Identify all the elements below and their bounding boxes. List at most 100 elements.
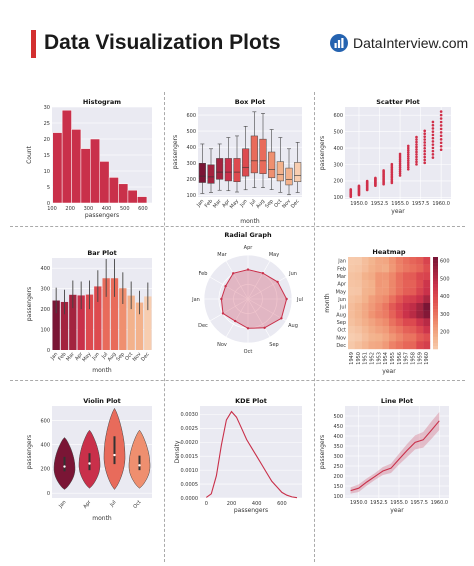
violin-median xyxy=(63,465,66,468)
kde-ytick-label: 0.0010 xyxy=(181,468,199,474)
heatmap-cell xyxy=(389,257,397,265)
heatmap-cell xyxy=(348,326,356,334)
boxplot-xtick-label: Dec xyxy=(290,198,301,209)
scatter-point xyxy=(439,124,443,127)
heatmap-row-label: May xyxy=(336,289,346,295)
kde-title: KDE Plot xyxy=(235,397,267,405)
histogram-title: Histogram xyxy=(83,98,121,106)
scatter-point xyxy=(406,153,410,156)
lineplot-line xyxy=(350,420,440,492)
scatter-point xyxy=(439,148,443,152)
heatmap-cell xyxy=(409,295,417,304)
radial-axis-label: May xyxy=(269,252,279,258)
heatmap-cell xyxy=(416,310,424,319)
scatter-point xyxy=(423,158,427,162)
violin-ylabel: passengers xyxy=(26,435,33,469)
histogram-bar xyxy=(137,196,148,204)
heatmap-cell xyxy=(409,264,417,273)
boxplot-box xyxy=(224,158,232,182)
heatmap-col-label: 1955 xyxy=(390,352,396,365)
heatmap-colorbar-segment xyxy=(433,342,438,347)
lineplot-ytick-label: 450 xyxy=(333,424,343,430)
scatter-point xyxy=(439,120,443,124)
heatmap-cell xyxy=(416,326,424,334)
heatmap-cell xyxy=(375,272,383,281)
heatmap-cell xyxy=(423,326,431,334)
heatmap-cell xyxy=(402,272,410,281)
boxplot-xtick-label: Feb xyxy=(204,198,214,209)
boxplot-box xyxy=(242,148,250,177)
scatter-point xyxy=(439,127,443,131)
heatmap-colorbar-segment xyxy=(433,330,438,334)
histogram-bar xyxy=(80,148,91,204)
heatmap-cell xyxy=(375,303,383,311)
heatmap-col-label: 1952 xyxy=(369,352,375,365)
scatter-point xyxy=(439,110,443,113)
scatter-point xyxy=(398,166,402,169)
heatmap-cell xyxy=(389,333,397,342)
radial-point xyxy=(224,284,227,288)
heatmap-cell xyxy=(361,326,369,334)
boxplot-xtick-label: Oct xyxy=(273,198,283,209)
heatmap-cell xyxy=(382,318,390,327)
lineplot-ytick-label: 350 xyxy=(333,444,343,450)
heatmap-cell xyxy=(409,333,417,342)
heatmap-col-label: 1949 xyxy=(349,352,355,365)
heatmap-cell xyxy=(361,295,369,304)
heatmap-cell xyxy=(395,287,403,296)
scatter-point xyxy=(431,153,435,156)
boxplot-box xyxy=(216,158,224,180)
heatmap-cell xyxy=(348,341,356,350)
scatter-point xyxy=(349,188,353,191)
kde-xtick-label: 400 xyxy=(252,501,262,507)
boxplot-xtick-label: Aug xyxy=(255,198,266,209)
heatmap-row-label: Aug xyxy=(336,312,346,318)
heatmap-cell xyxy=(395,280,403,288)
scatter-point xyxy=(423,135,427,138)
radial-axis-label: Jun xyxy=(288,271,297,277)
kde-xtick-label: 200 xyxy=(227,501,237,507)
boxplot-ytick-label: 400 xyxy=(186,145,196,151)
scatter-point xyxy=(415,163,418,166)
heatmap-cell xyxy=(382,326,390,334)
barplot-xtick-label: Jun xyxy=(91,351,101,362)
heatmap-cell xyxy=(389,280,397,288)
heatmap-colorbar-segment xyxy=(433,293,438,298)
boxplot-ytick-label: 300 xyxy=(186,161,196,167)
scatter-point xyxy=(406,146,410,150)
heatmap-colorbar-segment xyxy=(433,275,438,279)
barplot-xtick-label: Jul xyxy=(100,351,109,360)
scatter-ytick-label: 300 xyxy=(333,162,343,168)
heatmap-cell xyxy=(368,287,376,296)
heatmap-xlabel: year xyxy=(382,368,396,375)
scatter-xtick-label: 1950.0 xyxy=(350,201,368,207)
heatmap-cell xyxy=(361,272,369,281)
violin-xlabel: month xyxy=(92,515,112,522)
heatmap-cell xyxy=(382,264,390,273)
heatmap-colorbar-segment xyxy=(433,296,438,301)
kde-ytick-label: 0.0000 xyxy=(181,496,199,502)
heatmap-colorbar-segment xyxy=(433,287,438,292)
scatter-point xyxy=(439,134,443,138)
heatmap-row-label: Jan xyxy=(337,259,346,265)
kde-plot-area xyxy=(200,406,302,498)
heatmap-cell xyxy=(423,310,431,319)
heatmap-cell xyxy=(416,318,424,327)
barplot-xlabel: month xyxy=(92,367,112,374)
heatmap-cell xyxy=(409,257,417,265)
barplot-bar xyxy=(102,278,110,350)
heatmap-col-label: 1958 xyxy=(410,352,416,365)
barplot-title: Bar Plot xyxy=(87,249,116,257)
heatmap-cell xyxy=(382,310,390,319)
scatter-ytick-label: 600 xyxy=(333,113,343,119)
heatmap-cell xyxy=(354,272,362,281)
histogram-xtick-label: 200 xyxy=(65,206,75,212)
heatmap-cell xyxy=(375,326,383,334)
heatmap-row-label: Dec xyxy=(336,343,346,349)
heatmap-cell xyxy=(409,341,417,350)
histogram-ytick-label: 0 xyxy=(47,201,50,207)
brand-logo[interactable]: DataInterview.com xyxy=(330,34,468,52)
heatmap-cell xyxy=(354,303,362,311)
radial-spoke xyxy=(209,276,249,300)
kde-ytick-label: 0.0020 xyxy=(181,440,199,446)
